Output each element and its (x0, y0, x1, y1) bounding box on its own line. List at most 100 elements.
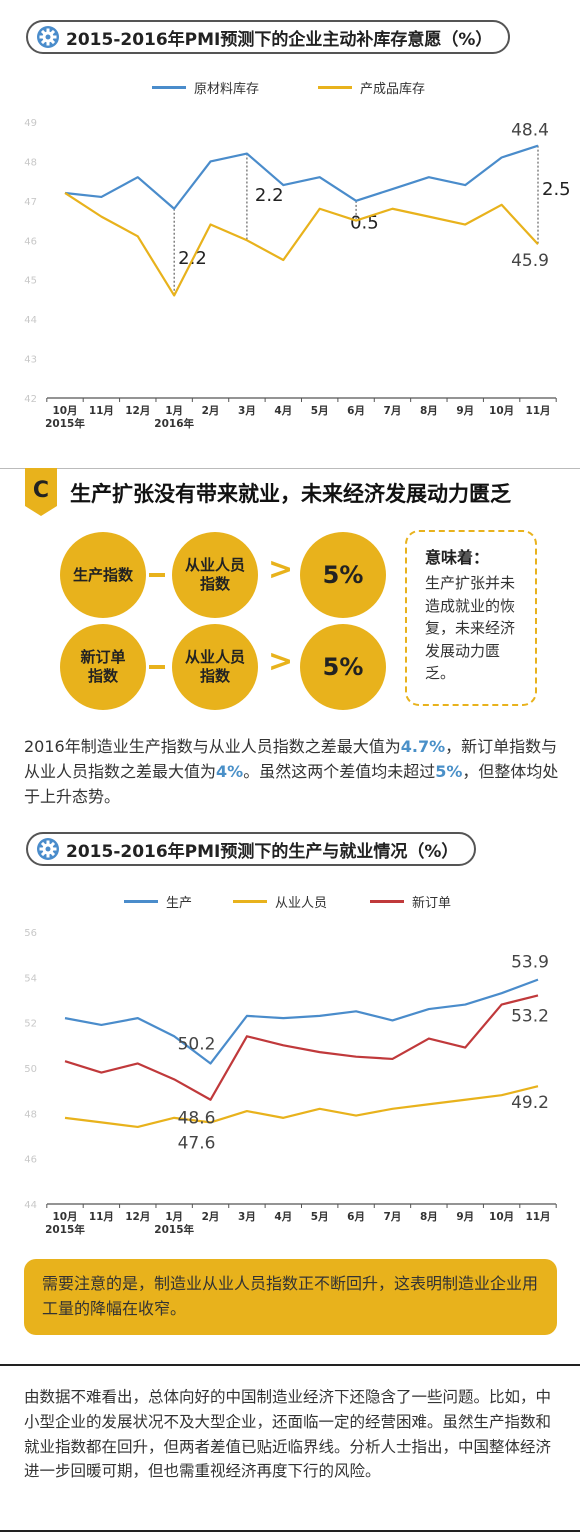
new-orders-index-circle: 新订单 指数 (60, 624, 146, 710)
x-tick-label: 2月 (202, 405, 220, 417)
x-year-label: 2015年 (154, 1223, 194, 1236)
employment-index-label-2: 从业人员 指数 (184, 648, 245, 685)
meaning-title: 意味着： (425, 548, 490, 567)
x-tick-label: 5月 (311, 405, 329, 417)
chart2-title-pill: 2015-2016年PMI预测下的生产与就业情况（%） (26, 832, 477, 866)
new-orders-index-label: 新订单 指数 (80, 648, 126, 685)
data-label: 48.4 (511, 121, 549, 141)
x-tick-label: 11月 (525, 405, 550, 417)
x-tick-label: 8月 (420, 405, 438, 417)
legend-swatch (124, 900, 158, 903)
x-tick-label: 11月 (89, 405, 114, 417)
legend-swatch (318, 86, 352, 89)
para-highlight: 4.7% (400, 737, 446, 756)
greater-than-sign-1: > (268, 552, 294, 587)
para-text: 。虽然这两个差值均未超过 (243, 761, 436, 781)
data-label: 47.6 (178, 1133, 216, 1153)
x-year-label: 2015年 (45, 417, 85, 430)
c-badge-letter: C (33, 478, 49, 503)
x-tick-label: 12月 (125, 405, 150, 417)
meaning-text: 生产扩张并未造成就业的恢复，未来经济发展动力匮乏。 (425, 574, 516, 682)
legend-swatch (370, 900, 404, 903)
y-tick-label: 46 (24, 1155, 37, 1166)
x-tick-label: 4月 (274, 405, 292, 417)
para-highlight: 5% (435, 761, 463, 781)
y-tick-label: 56 (24, 928, 37, 939)
x-year-label: 2016年 (154, 417, 194, 430)
chart1-legend-item-1: 原材料库存 (152, 78, 259, 97)
y-tick-label: 47 (24, 197, 37, 208)
series-line (64, 192, 539, 297)
value-circle-1: 5% (300, 532, 386, 618)
chart2-title: 2015-2016年PMI预测下的生产与就业情况（%） (66, 841, 459, 862)
greater-than-sign-2: > (268, 644, 294, 679)
gear-icon (37, 838, 59, 860)
x-tick-label: 10月 (52, 1211, 77, 1223)
x-tick-label: 10月 (489, 405, 514, 417)
divider-rule-bottom (0, 1530, 580, 1532)
summary-paragraph: 由数据不难看出，总体向好的中国制造业经济下还隐含了一些问题。比如，中小型企业的发… (24, 1388, 552, 1481)
value-circle-2: 5% (300, 624, 386, 710)
x-tick-label: 9月 (456, 405, 474, 417)
legend-label: 新订单 (412, 896, 452, 911)
y-tick-label: 50 (24, 1064, 37, 1075)
x-tick-label: 8月 (420, 1211, 438, 1223)
gap-marker-label: 2.5 (542, 179, 571, 200)
chart1-legend-item-2: 产成品库存 (318, 78, 425, 97)
x-tick-label: 1月 (165, 405, 183, 417)
employment-index-circle-2: 从业人员 指数 (172, 624, 258, 710)
chart1-title: 2015-2016年PMI预测下的企业主动补库存意愿（%） (66, 29, 493, 50)
legend-label: 生产 (166, 896, 193, 911)
y-tick-label: 52 (24, 1019, 37, 1030)
data-label: 48.6 (178, 1109, 216, 1129)
gap-marker-label: 0.5 (350, 213, 379, 234)
note-box: 需要注意的是，制造业从业人员指数正不断回升，这表明制造业企业用工量的降幅在收窄。 (24, 1259, 557, 1335)
x-tick-label: 2月 (202, 1211, 220, 1223)
minus-sign (149, 665, 165, 669)
para-text: ，新订单指数与从业人员指数之差最大值为 (24, 737, 558, 781)
analysis-paragraph: 2016年制造业生产指数与从业人员指数之差最大值为4.7%，新订单指数与从业人员… (24, 735, 564, 809)
x-tick-label: 11月 (89, 1211, 114, 1223)
para-text: 2016年制造业生产指数与从业人员指数之差最大值为 (24, 737, 401, 756)
x-tick-label: 11月 (525, 1211, 550, 1223)
x-tick-label: 7月 (384, 1211, 402, 1223)
data-label: 45.9 (511, 251, 549, 271)
chart1-title-pill: 2015-2016年PMI预测下的企业主动补库存意愿（%） (26, 20, 511, 54)
data-label: 49.2 (511, 1093, 549, 1113)
y-tick-label: 42 (24, 394, 37, 405)
chart2-legend-item-1: 生产 (124, 892, 192, 911)
x-tick-label: 9月 (456, 1211, 474, 1223)
gear-icon (37, 26, 59, 48)
y-tick-label: 48 (24, 157, 37, 168)
para-text: ，但整体均处于上升态势。 (24, 761, 559, 806)
gap-marker-label: 2.2 (255, 185, 284, 206)
divider-rule-top (0, 1364, 580, 1366)
series-line (64, 978, 539, 1065)
y-tick-label: 49 (24, 118, 37, 129)
y-tick-label: 43 (24, 355, 37, 366)
legend-label: 产成品库存 (360, 82, 426, 97)
x-tick-label: 6月 (347, 1211, 365, 1223)
series-line (64, 994, 539, 1101)
series-line (64, 1085, 539, 1129)
data-label: 53.9 (511, 953, 549, 973)
legend-swatch (152, 86, 186, 89)
x-tick-label: 1月 (165, 1211, 183, 1223)
x-tick-label: 3月 (238, 1211, 256, 1223)
minus-sign (149, 573, 165, 577)
x-tick-label: 10月 (489, 1211, 514, 1223)
x-tick-label: 4月 (274, 1211, 292, 1223)
legend-label: 原材料库存 (194, 82, 260, 97)
x-tick-label: 5月 (311, 1211, 329, 1223)
chart2-legend-item-2: 从业人员 (233, 892, 327, 911)
legend-swatch (233, 900, 267, 903)
production-index-circle: 生产指数 (60, 532, 146, 618)
para-highlight: 4% (216, 761, 244, 781)
y-tick-label: 44 (24, 315, 37, 326)
x-tick-label: 10月 (52, 405, 77, 417)
c-badge-icon: C (25, 468, 57, 516)
legend-label: 从业人员 (275, 896, 328, 911)
x-tick-label: 7月 (384, 405, 402, 417)
